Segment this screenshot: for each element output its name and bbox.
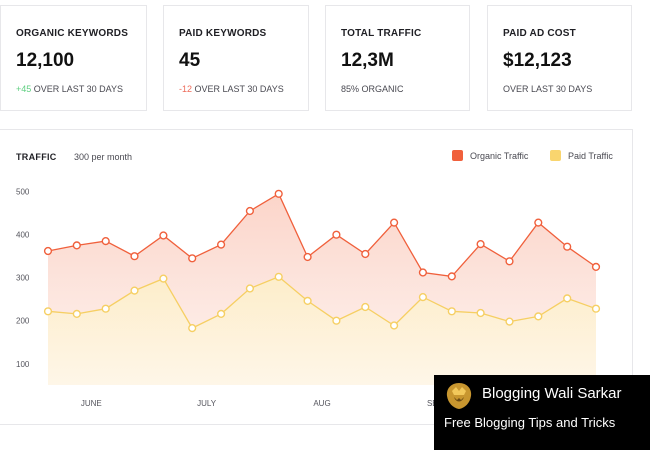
data-point-organic	[217, 240, 226, 249]
kpi-label: ORGANIC KEYWORDS	[16, 28, 129, 39]
data-point-paid	[563, 294, 572, 303]
kpi-card-paid-ad-cost: PAID AD COST $12,123 OVER LAST 30 DAYS	[487, 5, 632, 111]
lion-logo-icon	[446, 383, 472, 409]
kpi-note: 85% ORGANIC	[341, 84, 404, 94]
series-area-paid	[48, 276, 596, 385]
kpi-subtext: +45 OVER LAST 30 DAYS	[16, 84, 123, 94]
series-line-organic	[47, 192, 597, 278]
brand-banner: Blogging Wali Sarkar Free Blogging Tips …	[434, 375, 650, 450]
data-point-paid	[505, 317, 514, 326]
data-point-paid	[534, 312, 543, 321]
data-point-paid	[476, 308, 485, 318]
data-point-organic	[534, 218, 543, 227]
data-point-organic	[591, 262, 601, 272]
data-point-organic	[476, 239, 485, 249]
data-point-paid	[418, 293, 428, 302]
data-point-organic	[303, 252, 312, 262]
data-point-organic	[274, 189, 283, 198]
data-point-paid	[101, 304, 110, 313]
kpi-card-organic-keywords: ORGANIC KEYWORDS 12,100 +45 OVER LAST 30…	[0, 5, 147, 111]
y-tick-label: 100	[16, 360, 30, 369]
data-point-organic	[447, 272, 456, 281]
kpi-label: PAID AD COST	[503, 28, 576, 39]
y-tick-label: 400	[16, 231, 30, 240]
data-point-organic	[505, 257, 514, 266]
kpi-subtext: -12 OVER LAST 30 DAYS	[179, 84, 284, 94]
data-point-paid	[245, 284, 255, 293]
kpi-card-paid-keywords: PAID KEYWORDS 45 -12 OVER LAST 30 DAYS	[163, 5, 309, 111]
chart-title: TRAFFIC	[16, 152, 57, 162]
data-point-paid	[43, 307, 53, 316]
legend-swatch-organic	[452, 150, 463, 161]
data-point-organic	[159, 231, 168, 240]
data-point-paid	[447, 307, 456, 316]
kpi-label: PAID KEYWORDS	[179, 28, 267, 39]
data-point-paid	[591, 304, 601, 313]
legend-label-organic: Organic Traffic	[470, 150, 529, 161]
y-tick-label: 500	[16, 188, 30, 197]
data-point-paid	[188, 324, 197, 333]
data-point-organic	[563, 242, 572, 251]
data-point-paid	[332, 316, 341, 325]
data-point-paid	[274, 272, 283, 281]
data-point-paid	[217, 309, 226, 319]
data-point-organic	[418, 268, 428, 277]
kpi-delta: +45	[16, 84, 32, 94]
data-point-paid	[361, 302, 370, 312]
legend-item-paid[interactable]: Paid Traffic	[550, 150, 613, 161]
legend-item-organic[interactable]: Organic Traffic	[452, 150, 528, 161]
y-tick-label: 200	[16, 317, 30, 326]
kpi-card-total-traffic: TOTAL TRAFFIC 12,3M 85% ORGANIC	[325, 5, 470, 111]
data-point-organic	[188, 254, 197, 263]
data-point-paid	[390, 321, 399, 330]
data-point-organic	[130, 252, 139, 261]
x-tick-label: JULY	[197, 399, 217, 408]
legend-label-paid: Paid Traffic	[568, 150, 613, 161]
kpi-value: $12,123	[503, 50, 572, 71]
kpi-value: 12,3M	[341, 50, 394, 71]
x-tick-label: AUG	[313, 399, 330, 408]
kpi-note: OVER LAST 30 DAYS	[194, 84, 284, 94]
data-point-paid	[303, 296, 312, 306]
kpi-delta: -12	[179, 84, 193, 94]
data-point-paid	[72, 309, 81, 319]
data-point-organic	[101, 236, 110, 246]
legend-swatch-paid	[550, 150, 561, 161]
data-point-organic	[332, 230, 341, 239]
data-point-organic	[245, 206, 255, 216]
series-line-paid	[47, 276, 597, 329]
data-point-paid	[130, 286, 139, 295]
kpi-note: OVER LAST 30 DAYS	[33, 84, 124, 94]
data-point-organic	[361, 249, 370, 259]
brand-name: Blogging Wali Sarkar	[482, 385, 622, 402]
data-point-organic	[72, 241, 81, 250]
kpi-label: TOTAL TRAFFIC	[341, 28, 422, 39]
data-point-organic	[43, 246, 53, 256]
kpi-value: 12,100	[16, 50, 75, 71]
brand-tagline: Free Blogging Tips and Tricks	[444, 415, 616, 430]
y-tick-label: 300	[16, 274, 30, 283]
kpi-value: 45	[179, 50, 201, 71]
chart-subtitle: 300 per month	[74, 152, 133, 162]
kpi-note: OVER LAST 30 DAYS	[503, 84, 593, 94]
data-point-paid	[159, 274, 168, 283]
x-tick-label: JUNE	[81, 399, 102, 408]
data-point-organic	[390, 218, 399, 227]
